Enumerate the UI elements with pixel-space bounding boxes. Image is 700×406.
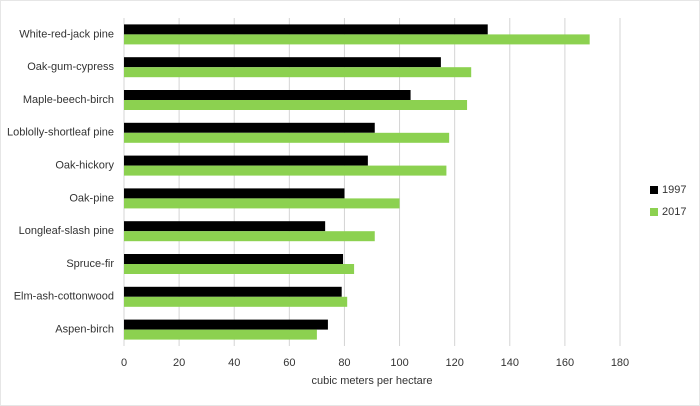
bar: [124, 24, 488, 35]
legend-swatch: [650, 186, 658, 194]
bar: [124, 57, 441, 68]
bar: [124, 286, 342, 297]
x-tick-label: 120: [445, 357, 463, 369]
bar: [124, 90, 411, 100]
bar: [124, 329, 317, 340]
bar: [124, 34, 590, 45]
bar: [124, 122, 375, 133]
y-tick-label: Elm-ash-cottonwood: [14, 291, 114, 303]
legend-label: 1997: [662, 184, 686, 196]
bar: [124, 231, 375, 242]
x-tick-label: 60: [283, 357, 295, 369]
x-tick-label: 180: [611, 357, 629, 369]
legend-label: 2017: [662, 206, 686, 218]
bar: [124, 198, 400, 209]
y-tick-label: Oak-pine: [69, 192, 114, 204]
y-tick-label: Spruce-fir: [66, 258, 114, 270]
y-tick-label: Maple-beech-birch: [23, 94, 114, 106]
bar: [124, 264, 355, 274]
bar: [124, 100, 468, 110]
x-tick-label: 80: [338, 357, 350, 369]
bar: [124, 296, 348, 307]
x-tick-label: 100: [390, 357, 408, 369]
bar: [124, 67, 472, 78]
x-tick-label: 140: [501, 357, 519, 369]
bar: [124, 165, 447, 176]
y-tick-label: Aspen-birch: [55, 324, 114, 336]
bar: [124, 319, 328, 330]
x-tick-label: 0: [121, 357, 127, 369]
y-tick-label: Longleaf-slash pine: [19, 225, 114, 237]
bar: [124, 155, 368, 166]
bar: [124, 254, 344, 264]
y-tick-label: White-red-jack pine: [19, 28, 114, 40]
legend-swatch: [650, 208, 658, 216]
bar: [124, 221, 326, 232]
x-tick-label: 40: [228, 357, 240, 369]
x-tick-label: 20: [173, 357, 185, 369]
bar: [124, 132, 450, 143]
y-tick-label: Oak-gum-cypress: [27, 61, 114, 73]
x-tick-label: 160: [556, 357, 574, 369]
x-axis-label: cubic meters per hectare: [311, 375, 432, 387]
bar: [124, 188, 345, 199]
y-tick-label: Oak-hickory: [55, 160, 114, 172]
y-tick-label: Loblolly-shortleaf pine: [7, 127, 114, 139]
